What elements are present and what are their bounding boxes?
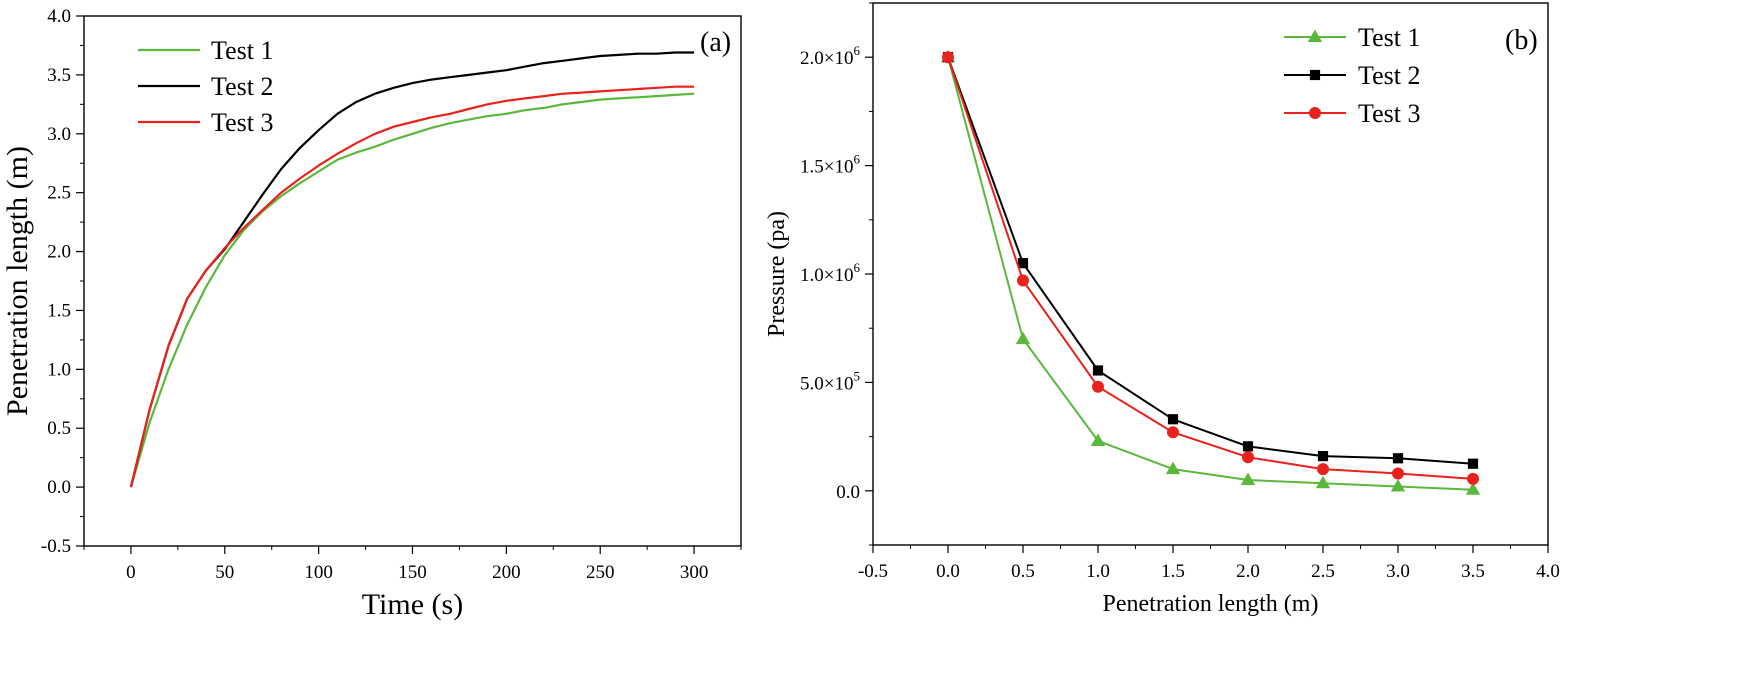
x-tick-label-a: 0 [126, 562, 136, 583]
data-point-test-2 [1242, 441, 1254, 452]
legend-label-b: Test 3 [1358, 99, 1420, 128]
y-axis-title-a: Penetration length (m) [1, 146, 34, 416]
data-point-test-3 [1017, 274, 1029, 287]
y-tick-exponent-b: 6 [854, 152, 861, 167]
panel-label-a: (a) [700, 27, 731, 58]
x-tick-label-a: 300 [680, 562, 709, 583]
x-tick-label-a: 50 [215, 562, 234, 583]
data-point-test-3 [942, 51, 954, 64]
y-tick-exponent-b: 6 [854, 43, 861, 58]
x-tick-label-a: 100 [304, 562, 333, 583]
y-tick-label-a: 0.5 [47, 418, 71, 439]
legend-b: Test 1 Test 2 Test 3 [1284, 23, 1420, 128]
data-point-test-3 [1092, 380, 1104, 393]
y-tick-label-a: 0.0 [47, 477, 71, 498]
y-tick-label-b: 0.0 [836, 482, 860, 503]
legend-label-a: Test 2 [211, 72, 273, 101]
legend-marker-b [1307, 29, 1323, 43]
y-tick-label-b: 1.5×106 [800, 152, 860, 178]
series-line-test-1 [129, 92, 695, 488]
legend-marker-b [1309, 107, 1321, 119]
y-tick-label-a: 4.0 [47, 6, 71, 27]
plot-frame-a [83, 15, 742, 547]
x-tick-label-b: 3.5 [1461, 561, 1485, 582]
x-tick-label-b: 1.5 [1161, 561, 1185, 582]
y-tick-mantissa-b: 0.0 [836, 482, 860, 503]
x-tick-label-b: -0.5 [858, 561, 888, 582]
y-tick-exponent-b: 5 [854, 368, 861, 383]
y-tick-label-a: 2.5 [47, 183, 71, 204]
x-tick-label-b: 0.0 [936, 561, 960, 582]
data-point-test-2 [1017, 258, 1029, 269]
data-point-test-1 [1240, 472, 1256, 485]
legend-marker-b [1309, 69, 1321, 81]
x-tick-label-b: 3.0 [1386, 561, 1410, 582]
series-line-test-2 [947, 56, 1474, 465]
y-tick-label-a: 1.0 [47, 359, 71, 380]
data-point-test-3 [1317, 463, 1329, 476]
plot-frame-b [872, 2, 1549, 546]
panel-label-b: (b) [1505, 25, 1538, 56]
data-point-test-2 [1092, 365, 1104, 376]
y-tick-mantissa-b: 1.0×10 [800, 265, 853, 286]
data-point-test-2 [1392, 453, 1404, 464]
y-tick-mantissa-b: 1.5×10 [800, 157, 853, 178]
series-line-test-3 [129, 85, 695, 488]
y-tick-mantissa-b: 2.0×10 [800, 48, 853, 69]
data-point-test-3 [1242, 451, 1254, 464]
x-axis-title-b: Penetration length (m) [1103, 591, 1319, 617]
data-point-test-2 [1317, 451, 1329, 462]
data-point-test-3 [1392, 467, 1404, 480]
data-point-test-1 [1090, 433, 1106, 446]
y-tick-label-a: 3.0 [47, 124, 71, 145]
legend-label-a: Test 1 [211, 36, 273, 65]
x-axis-title-a: Time (s) [362, 588, 463, 621]
x-tick-label-b: 4.0 [1536, 561, 1560, 582]
y-axis-title-b: Pressure (pa) [764, 211, 790, 337]
data-point-test-2 [1467, 458, 1479, 469]
x-tick-label-b: 0.5 [1011, 561, 1035, 582]
data-point-test-1 [1465, 482, 1481, 495]
data-point-test-3 [1467, 472, 1479, 485]
data-point-test-1 [1315, 475, 1331, 489]
legend-label-b: Test 2 [1358, 61, 1420, 90]
y-tick-label-b: 1.0×106 [800, 260, 860, 286]
series-line-test-1 [947, 56, 1474, 491]
y-tick-label-a: 1.5 [47, 300, 71, 321]
x-tick-label-b: 1.0 [1086, 561, 1110, 582]
panel-a: 0 50 100 150 200 250 300 -0.5 0.0 0.5 1.0 1.5 2.0 2.5… [1, 6, 742, 621]
panel-b: -0.5 0.0 0.5 1.0 1.5 2.0 2.5 3.0 3.5 4.0 0.0 5.0×10… [764, 2, 1560, 617]
data-point-test-2 [1167, 414, 1179, 425]
y-tick-exponent-b: 6 [854, 260, 861, 275]
y-tick-label-b: 5.0×105 [800, 368, 860, 394]
x-tick-label-a: 250 [586, 562, 615, 583]
legend-label-a: Test 3 [211, 108, 273, 137]
legend-a: Test 1 Test 2 Test 3 [138, 36, 273, 137]
data-point-test-1 [1390, 479, 1406, 492]
data-point-test-1 [1015, 331, 1031, 345]
x-tick-label-b: 2.0 [1236, 561, 1260, 582]
y-tick-label-a: 2.0 [47, 242, 71, 263]
y-tick-label-b: 2.0×106 [800, 43, 860, 69]
y-tick-label-a: 3.5 [47, 65, 71, 86]
y-tick-mantissa-b: 5.0×10 [800, 373, 853, 394]
series-line-test-3 [947, 56, 1474, 480]
data-point-test-1 [1165, 461, 1181, 475]
data-point-test-3 [1167, 426, 1179, 439]
x-tick-label-a: 200 [492, 562, 521, 583]
x-tick-label-a: 150 [398, 562, 427, 583]
y-tick-label-a: -0.5 [41, 536, 71, 557]
legend-label-b: Test 1 [1358, 23, 1420, 52]
x-tick-label-b: 2.5 [1311, 561, 1335, 582]
